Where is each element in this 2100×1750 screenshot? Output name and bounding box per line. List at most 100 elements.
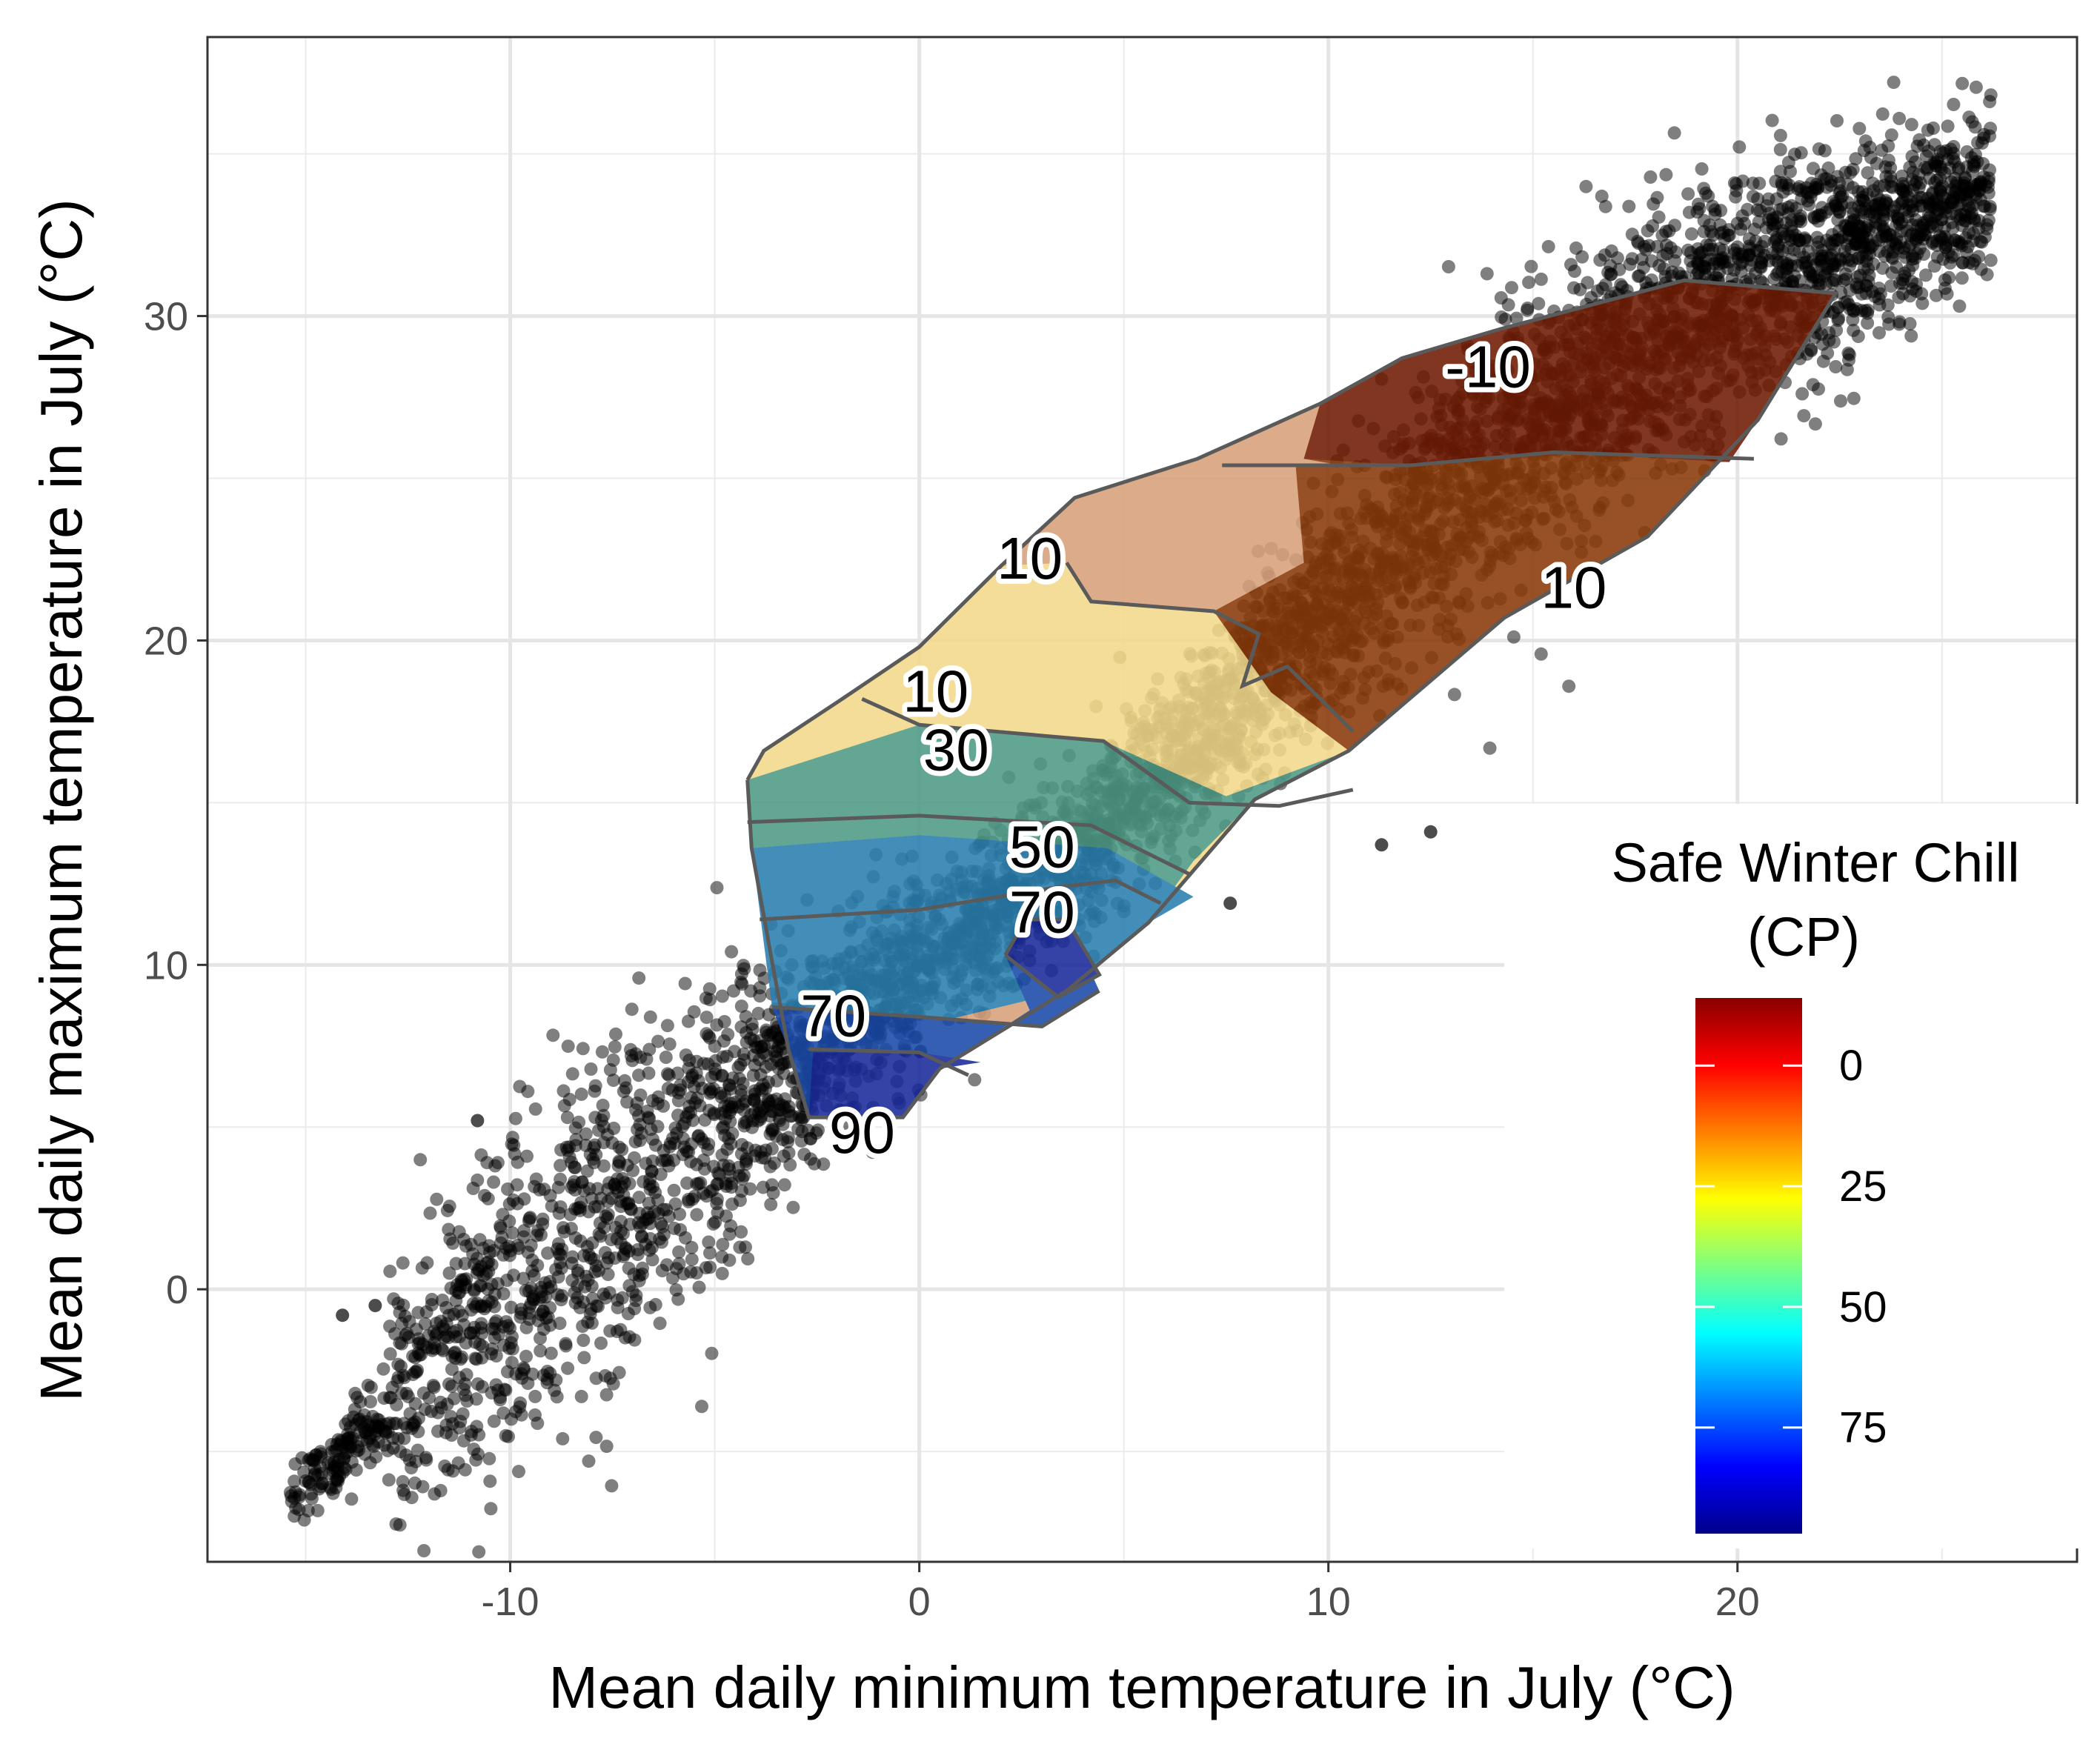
scatter-point (376, 1362, 391, 1376)
scatter-point (1707, 228, 1720, 242)
scatter-point (481, 1191, 495, 1205)
scatter-point (737, 959, 751, 973)
scatter-point (524, 1281, 538, 1295)
scatter-point (713, 1168, 726, 1182)
scatter-point (1947, 98, 1961, 111)
scatter-point (694, 1176, 708, 1190)
scatter-point (416, 1480, 430, 1494)
scatter-point (1569, 241, 1583, 255)
scatter-point (579, 1127, 593, 1141)
scatter-point (1953, 212, 1967, 226)
scatter-point (413, 1153, 428, 1167)
scatter-point (653, 1317, 667, 1331)
scatter-point (561, 1039, 575, 1054)
scatter-point (651, 1119, 665, 1134)
scatter-point (655, 1264, 669, 1277)
scatter-point (734, 1057, 748, 1071)
scatter-point (715, 1148, 729, 1162)
scatter-point (1861, 166, 1875, 180)
scatter-point (378, 1438, 391, 1452)
scatter-point (1983, 202, 1997, 216)
scatter-point (1604, 267, 1618, 282)
scatter-point (389, 1517, 403, 1531)
scatter-point (665, 1131, 679, 1145)
scatter-point (721, 1028, 735, 1042)
scatter-point (1495, 310, 1509, 324)
scatter-point (1830, 273, 1843, 287)
scatter-point (1834, 286, 1848, 299)
scatter-point (643, 1300, 657, 1314)
scatter-point (1729, 190, 1743, 204)
scatter-point (626, 1163, 640, 1177)
scatter-point (609, 1027, 622, 1041)
scatter-point (717, 1088, 731, 1102)
scatter-point (348, 1403, 362, 1417)
scatter-point (419, 1453, 433, 1467)
scatter-point (1904, 329, 1918, 343)
scatter-point (445, 1428, 459, 1442)
scatter-point (618, 1074, 632, 1088)
scatter-point (292, 1490, 306, 1504)
scatter-point (1913, 190, 1927, 204)
scatter-point (1697, 182, 1711, 196)
scatter-point (1735, 209, 1750, 223)
scatter-point (1807, 162, 1820, 176)
scatter-point (682, 1014, 695, 1028)
scatter-point (497, 1383, 511, 1397)
scatter-point (476, 1339, 490, 1353)
scatter-point (502, 1248, 516, 1262)
scatter-point (496, 1208, 510, 1222)
scatter-point (574, 1087, 588, 1101)
scatter-point (383, 1320, 397, 1334)
scatter-point (576, 1334, 591, 1347)
scatter-point (595, 1045, 609, 1059)
scatter-point (580, 1164, 594, 1178)
scatter-point (460, 1394, 474, 1408)
scatter-point (735, 1138, 749, 1151)
scatter-point (426, 1379, 440, 1392)
scatter-point (1873, 326, 1886, 340)
scatter-point (369, 1450, 383, 1464)
scatter-point (1893, 111, 1907, 125)
scatter-point (367, 1439, 381, 1453)
scatter-point (1818, 144, 1832, 158)
scatter-point (714, 1106, 728, 1120)
scatter-point (795, 1125, 809, 1139)
scatter-point (502, 1197, 516, 1211)
scatter-point (865, 1145, 880, 1160)
scatter-point (1894, 224, 1908, 238)
scatter-point (1659, 224, 1673, 239)
scatter-point (1827, 195, 1841, 209)
scatter-point (591, 1300, 605, 1314)
scatter-point (577, 1351, 591, 1365)
scatter-point (1915, 287, 1929, 301)
scatter-point (710, 1018, 724, 1032)
scatter-point (476, 1242, 491, 1255)
scatter-point (469, 1453, 483, 1467)
scatter-point (1918, 268, 1933, 282)
scatter-point (1505, 281, 1518, 295)
scatter-point (559, 1337, 573, 1351)
scatter-point (582, 1454, 596, 1468)
scatter-point (586, 1152, 600, 1166)
scatter-point (551, 1180, 565, 1194)
scatter-point (764, 1197, 778, 1211)
scatter-point (439, 1418, 453, 1432)
scatter-point (308, 1468, 322, 1483)
scatter-point (756, 1078, 770, 1092)
scatter-point (505, 1226, 519, 1240)
scatter-point (771, 1032, 785, 1046)
scatter-point (1820, 172, 1833, 186)
scatter-point (546, 1028, 560, 1042)
scatter-point (1695, 162, 1709, 176)
scatter-point (382, 1473, 396, 1487)
scatter-point (423, 1206, 437, 1220)
scatter-point (672, 1245, 686, 1259)
scatter-point (1870, 156, 1884, 170)
scatter-point (396, 1298, 411, 1312)
scatter-point (633, 1220, 647, 1234)
scatter-point (487, 1175, 501, 1189)
scatter-point (1813, 208, 1827, 222)
scatter-point (1896, 287, 1910, 301)
scatter-point (519, 1320, 534, 1334)
